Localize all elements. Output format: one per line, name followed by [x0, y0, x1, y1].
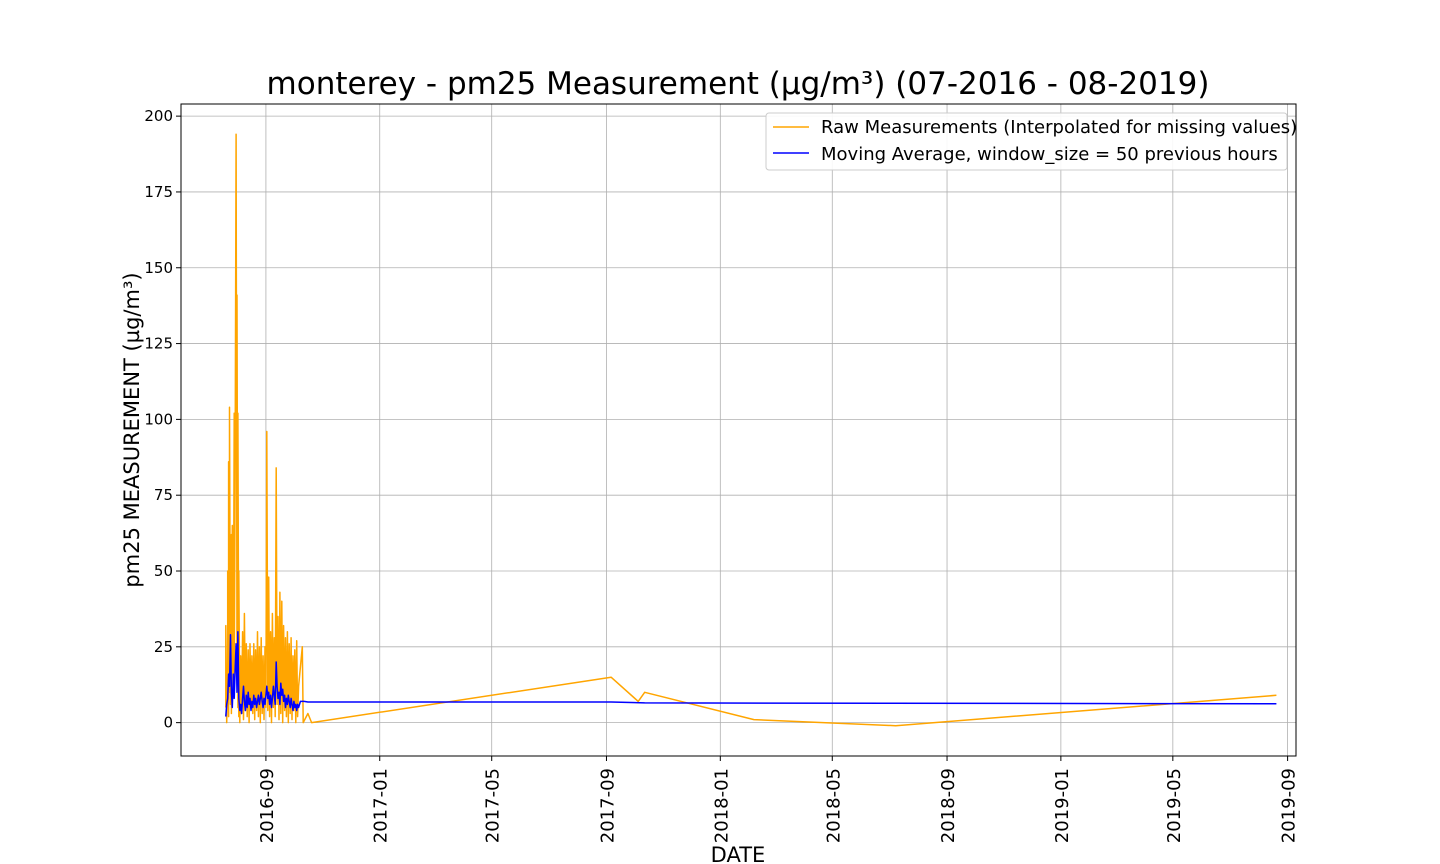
series-line-moving-average [225, 630, 1277, 717]
x-tick-label: 2019-05 [1164, 768, 1185, 843]
x-tick-label: 2016-09 [257, 768, 278, 843]
y-tick-label: 75 [154, 486, 173, 504]
y-tick-label: 25 [154, 638, 173, 656]
grid [181, 104, 1296, 756]
x-tick-label: 2017-05 [483, 768, 504, 843]
legend-label-moving-average: Moving Average, window_size = 50 previou… [821, 144, 1278, 165]
x-tick-label: 2018-05 [823, 768, 844, 843]
legend-box [765, 112, 1288, 171]
y-tick-label: 0 [163, 714, 173, 732]
series-line-raw [225, 133, 1277, 727]
y-tick-label: 150 [144, 259, 173, 277]
y-tick-label: 200 [144, 107, 173, 125]
y-tick-label: 175 [144, 183, 173, 201]
y-axis-label: pm25 MEASUREMENT (µg/m³) [120, 272, 144, 587]
x-tick-label: 2018-01 [711, 768, 732, 843]
x-tick-label: 2019-09 [1279, 768, 1300, 843]
series-lines [225, 133, 1277, 727]
plot-frame [180, 103, 1297, 757]
y-tick-label: 100 [144, 410, 173, 428]
y-tick-label: 50 [154, 562, 173, 580]
x-tick-label: 2017-01 [371, 768, 392, 843]
x-tick-label: 2018-09 [938, 768, 959, 843]
x-tick-label: 2017-09 [597, 768, 618, 843]
x-axis-label: DATE [711, 843, 766, 864]
x-tick-label: 2019-01 [1052, 768, 1073, 843]
chart-title: monterey - pm25 Measurement (µg/m³) (07-… [267, 66, 1210, 102]
legend: Raw Measurements (Interpolated for missi… [765, 112, 1297, 171]
legend-label-raw: Raw Measurements (Interpolated for missi… [821, 117, 1297, 138]
y-tick-label: 125 [144, 335, 173, 353]
axis-ticks: 0 25 50 75 100 125 150 175 200 2016-09 2017-01 2017… [144, 107, 1299, 843]
